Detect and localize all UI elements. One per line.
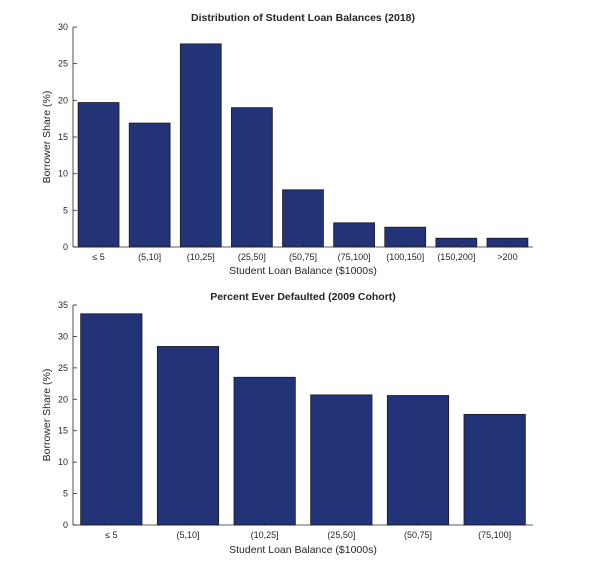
chart-1-title: Distribution of Student Loan Balances (2… xyxy=(191,12,415,24)
chart-2-x-tick-label: (5,10] xyxy=(176,530,199,540)
chart-2-bar xyxy=(156,346,220,526)
chart-1-x-tick-label: ≤ 5 xyxy=(92,252,104,262)
chart-1-x-tick-label: (75,100] xyxy=(338,252,371,262)
chart-2-bar xyxy=(310,394,373,526)
chart-2-plot-area: 0 5 10 15 20 25 30 35 ≤ 5 (5,10] (10,25] (25,50] (50… xyxy=(58,300,533,540)
chart-1-y-tick-label: 10 xyxy=(58,169,68,179)
chart-2-x-tick-label: (75,100] xyxy=(478,530,511,540)
chart-2-bar xyxy=(80,313,143,526)
chart-1-bar xyxy=(231,107,273,248)
chart-1-x-tick-label: (25,50] xyxy=(238,252,266,262)
chart-1-y-tick-label: 5 xyxy=(63,205,68,215)
chart-1-bar xyxy=(282,189,324,248)
chart-2-y-tick-label: 25 xyxy=(58,363,68,373)
chart-1-x-tick-label: (50,75] xyxy=(289,252,317,262)
chart-2-x-tick-label: ≤ 5 xyxy=(105,530,117,540)
chart-1-x-tick-label: (150,200] xyxy=(437,252,475,262)
chart-1-bar xyxy=(77,102,120,248)
chart-1-y-tick-label: 20 xyxy=(58,95,68,105)
chart-2-bar xyxy=(463,413,526,526)
chart-2-title: Percent Ever Defaulted (2009 Cohort) xyxy=(210,291,396,303)
chart-1-bar xyxy=(128,122,171,248)
chart-2-x-tick-label: (50,75] xyxy=(404,530,432,540)
chart-2-bar xyxy=(386,395,450,526)
chart-1-xlabel: Student Loan Balance ($1000s) xyxy=(229,265,377,277)
chart-1-bar xyxy=(179,43,222,248)
chart-1-y-tick-label: 30 xyxy=(58,22,68,32)
chart-1-x-tick-label: (10,25] xyxy=(187,252,215,262)
chart-2-y-tick-label: 15 xyxy=(58,426,68,436)
chart-2-x-tick-label: (10,25] xyxy=(251,530,279,540)
chart-2-y-tick-label: 30 xyxy=(58,331,68,341)
chart-1-y-tick-label: 0 xyxy=(63,242,68,252)
chart-1-x-tick-label: (5,10] xyxy=(138,252,161,262)
chart-2-y-tick-label: 35 xyxy=(58,300,68,310)
chart-2-bar xyxy=(233,376,296,526)
chart-2-ylabel: Borrower Share (%) xyxy=(41,369,53,462)
chart-1-y-tick-label: 25 xyxy=(58,59,68,69)
chart-2-xlabel: Student Loan Balance ($1000s) xyxy=(229,544,377,556)
chart-2-y-tick-label: 0 xyxy=(63,520,68,530)
chart-2-y-tick-label: 20 xyxy=(58,394,68,404)
chart-1-y-tick-label: 15 xyxy=(58,132,68,142)
chart-1-plot-area: 0 5 10 15 20 25 30 ≤ 5 (5,10] (10,25] (25,50] (50,7… xyxy=(58,22,533,262)
chart-1-x-tick-label: >200 xyxy=(497,252,517,262)
chart-2-y-tick-label: 10 xyxy=(58,457,68,467)
chart-2-y-tick-label: 5 xyxy=(63,489,68,499)
chart-1-x-tick-label: (100,150] xyxy=(386,252,424,262)
chart-1-ylabel: Borrower Share (%) xyxy=(41,91,53,184)
chart-2-x-tick-label: (25,50] xyxy=(327,530,355,540)
chart-1-bar xyxy=(333,222,375,248)
